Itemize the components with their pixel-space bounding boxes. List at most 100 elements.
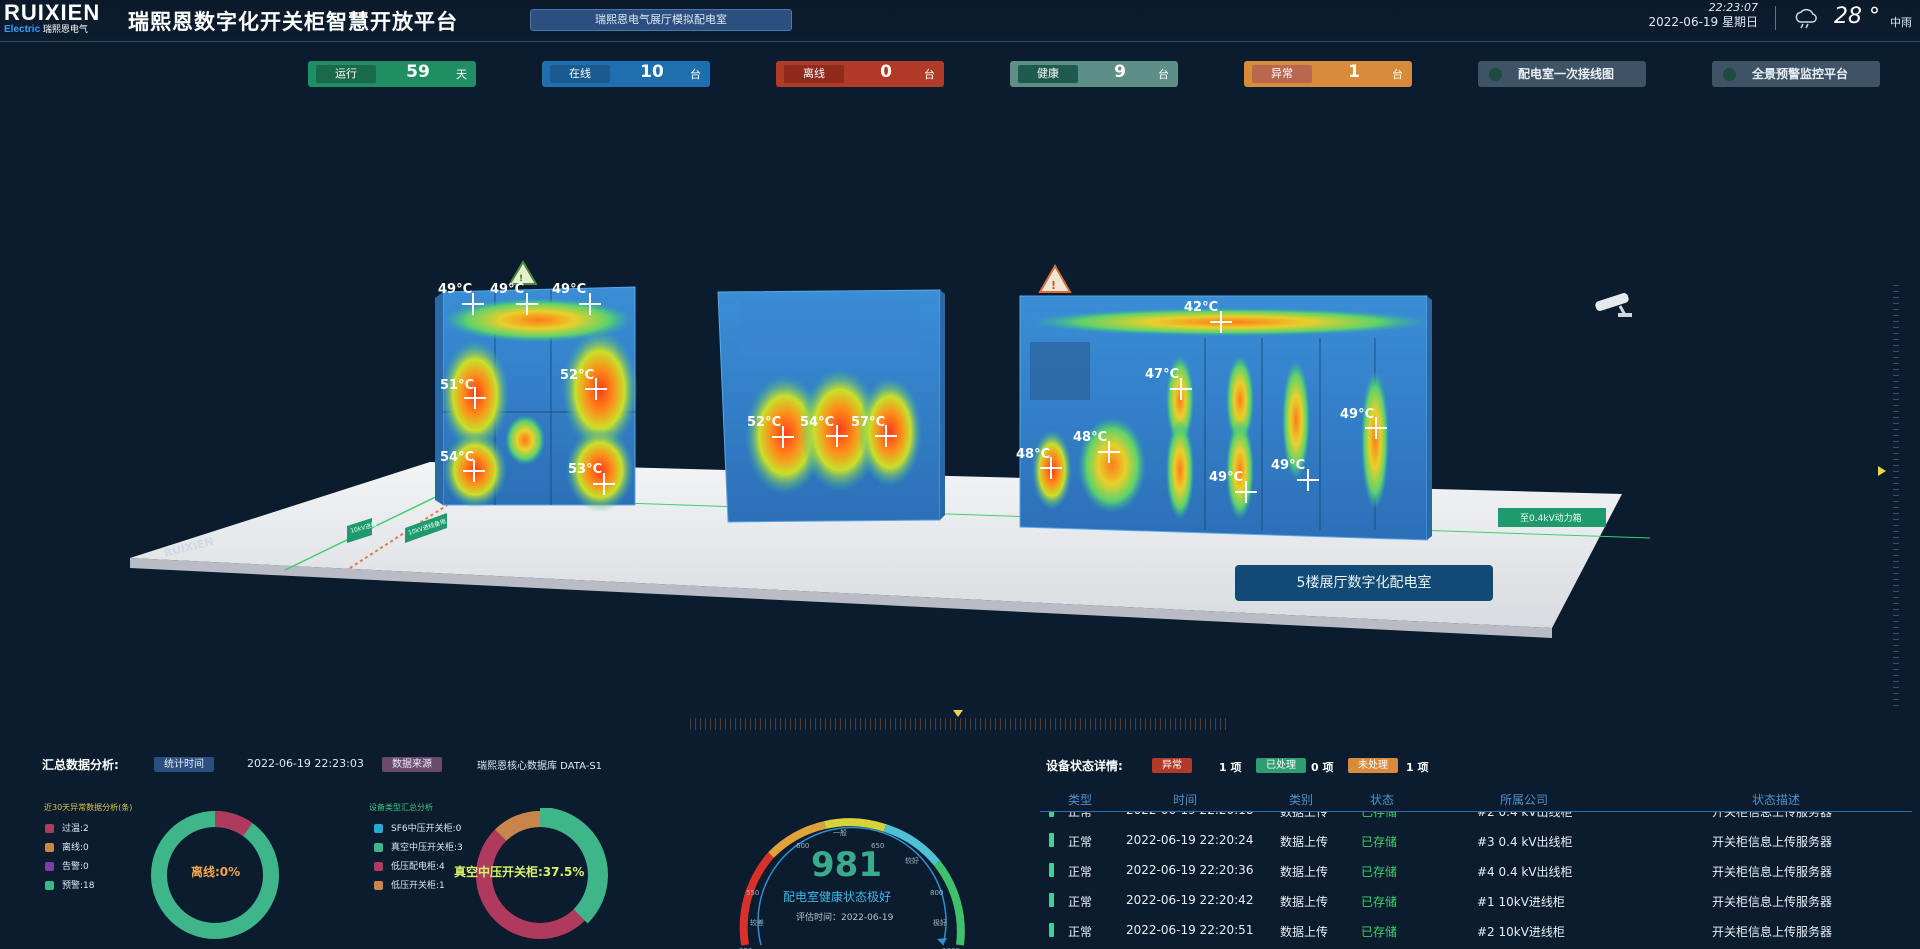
crosshair-marker-icon[interactable] bbox=[1297, 469, 1319, 491]
temperature-reading: 49°C bbox=[1340, 407, 1374, 422]
temperature-reading: 48°C bbox=[1073, 430, 1107, 445]
temperature-reading: 49°C bbox=[1271, 458, 1305, 473]
cell-state: 已存储 bbox=[1361, 835, 1398, 849]
column-header-type: 类型 bbox=[1068, 793, 1093, 807]
crosshair-marker-icon[interactable] bbox=[1040, 457, 1062, 479]
warning-triangle-icon[interactable]: ! bbox=[1038, 263, 1072, 293]
crosshair-marker-icon[interactable] bbox=[516, 293, 538, 315]
temperature-reading: 49°C bbox=[490, 282, 524, 297]
legend-label: 真空中压开关柜:3 bbox=[391, 843, 463, 853]
stat-abnormal: 异常 1 台 bbox=[1244, 61, 1412, 87]
abnormal-legend: 过温:2 离线:0 告警:0 预警:18 bbox=[45, 824, 95, 900]
unhandled-filter-tag[interactable]: 未处理 bbox=[1348, 758, 1398, 773]
table-row[interactable]: 正常 2022-06-19 22:20:51 数据上传 已存储 #2 10kV进线柜 开关… bbox=[1040, 916, 1912, 946]
crosshair-marker-icon[interactable] bbox=[585, 378, 607, 400]
low-voltage-cabinet[interactable] bbox=[1019, 295, 1432, 541]
abnormal-donut-chart[interactable] bbox=[148, 808, 282, 942]
crosshair-marker-icon[interactable] bbox=[579, 293, 601, 315]
stat-label: 异常 bbox=[1252, 65, 1312, 83]
crosshair-marker-icon[interactable] bbox=[826, 425, 848, 447]
logo-sub-cn: 瑞熙恩电气 bbox=[42, 24, 88, 34]
table-row[interactable]: 正常 2022-06-19 22:20:42 数据上传 已存储 #1 10kV进线柜 开关… bbox=[1040, 886, 1912, 916]
vertical-ruler[interactable] bbox=[1893, 285, 1899, 710]
stat-unit: 天 bbox=[456, 68, 467, 81]
column-header-time: 时间 bbox=[1173, 793, 1198, 807]
logo-sub-en: Electric bbox=[4, 24, 41, 35]
legend-item: SF6中压开关柜:0 bbox=[374, 824, 463, 843]
warning-triangle-icon[interactable]: ! bbox=[508, 260, 538, 285]
stat-unit: 台 bbox=[690, 68, 701, 81]
room-label[interactable]: 5楼展厅数字化配电室 bbox=[1235, 565, 1493, 601]
crosshair-marker-icon[interactable] bbox=[463, 460, 485, 482]
svg-text:650: 650 bbox=[871, 842, 884, 850]
top-header: RUIXIEN Electric 瑞熙恩电气 瑞熙恩数字化开关柜智慧开放平台 瑞… bbox=[0, 0, 1920, 42]
health-score-gauge: 350 550 600 650 800 1000 较差 一般 较好 极好 bbox=[739, 818, 965, 949]
crosshair-marker-icon[interactable] bbox=[593, 473, 615, 495]
svg-text:350: 350 bbox=[739, 947, 752, 949]
cell-description: 开关柜信息上传服务器 bbox=[1712, 895, 1833, 909]
clock: 22:23:07 2022-06-19 星期日 bbox=[1648, 2, 1758, 30]
stat-unit: 台 bbox=[924, 68, 935, 81]
stat-unit: 台 bbox=[1158, 68, 1169, 81]
crosshair-marker-icon[interactable] bbox=[1170, 378, 1192, 400]
stat-label: 在线 bbox=[550, 65, 610, 83]
wiring-diagram-button[interactable]: 配电室一次接线图 bbox=[1478, 61, 1646, 87]
crosshair-marker-icon[interactable] bbox=[462, 293, 484, 315]
crosshair-marker-icon[interactable] bbox=[1210, 311, 1232, 333]
abnormal-filter-tag[interactable]: 异常 bbox=[1152, 758, 1192, 773]
stat-health: 健康 9 台 bbox=[1010, 61, 1178, 87]
side-panel-arrow-icon[interactable] bbox=[1878, 466, 1886, 476]
crosshair-marker-icon[interactable] bbox=[875, 425, 897, 447]
panorama-monitor-button[interactable]: 全景预警监控平台 bbox=[1712, 61, 1880, 87]
cell-description: 开关柜信息上传服务器 bbox=[1712, 812, 1833, 819]
cell-state: 已存储 bbox=[1361, 812, 1398, 819]
crosshair-marker-icon[interactable] bbox=[772, 426, 794, 448]
legend-label: 离线:0 bbox=[62, 843, 89, 853]
temperature-reading: 52°C bbox=[560, 368, 594, 383]
donut-segment-overtemp[interactable] bbox=[151, 811, 279, 939]
cell-company: #4 0.4 kV出线柜 bbox=[1477, 865, 1573, 879]
table-row[interactable]: 正常 2022-06-19 22:20:36 数据上传 已存储 #4 0.4 kV出线柜… bbox=[1040, 856, 1912, 886]
svg-text:!: ! bbox=[1051, 279, 1056, 292]
cell-time: 2022-06-19 22:20:51 bbox=[1126, 923, 1254, 937]
legend-label: 低压配电柜:4 bbox=[391, 862, 445, 872]
stat-time-tag: 统计时间 bbox=[154, 757, 214, 772]
crosshair-marker-icon[interactable] bbox=[464, 387, 486, 409]
timeline-scrubber[interactable] bbox=[690, 718, 1230, 730]
cell-company: #2 10kV进线柜 bbox=[1477, 925, 1565, 939]
donut-segment-lv-switch[interactable] bbox=[476, 811, 604, 939]
legend-label: 预警:18 bbox=[62, 881, 95, 891]
cell-time: 2022-06-19 22:20:36 bbox=[1126, 863, 1254, 877]
temperature-markers: 49°C 49°C 49°C 51°C 52°C 54°C 53°C 52°C 54°C 57°C… bbox=[438, 282, 1387, 503]
cctv-camera-icon[interactable] bbox=[1594, 292, 1632, 317]
crosshair-marker-icon[interactable] bbox=[1235, 481, 1257, 503]
svg-text:1000: 1000 bbox=[942, 947, 960, 949]
feeder-label-1: 10kV进线 bbox=[347, 518, 378, 543]
transformer-cabinet[interactable] bbox=[717, 289, 945, 523]
switchgear-cabinet-1[interactable] bbox=[435, 286, 638, 512]
cell-time: 2022-06-19 22:20:24 bbox=[1126, 833, 1254, 847]
cell-category: 数据上传 bbox=[1280, 812, 1329, 819]
table-row[interactable]: 正常 2022-06-19 22:20:18 数据上传 已存储 #2 0.4 kV出线柜… bbox=[1040, 812, 1912, 826]
room-tab[interactable]: 瑞熙恩电气展厅模拟配电室 bbox=[530, 9, 792, 31]
stat-value: 1 bbox=[1348, 62, 1360, 82]
svg-text:600: 600 bbox=[796, 842, 809, 850]
stat-label: 离线 bbox=[784, 65, 844, 83]
timeline-marker-icon[interactable] bbox=[953, 710, 963, 717]
crosshair-marker-icon[interactable] bbox=[1098, 441, 1120, 463]
svg-text:800: 800 bbox=[930, 889, 943, 897]
legend-label: 过温:2 bbox=[62, 824, 89, 834]
type-donut-chart[interactable] bbox=[473, 808, 617, 942]
temperature-reading: 49°C bbox=[552, 282, 586, 297]
handled-filter-tag[interactable]: 已处理 bbox=[1256, 758, 1306, 773]
substation-3d-scene[interactable]: RUIXIEN 10kV进线 10kV进线备用 至0.4kV动力箱 ! bbox=[0, 96, 1920, 736]
cell-type: 正常 bbox=[1068, 865, 1093, 879]
crosshair-marker-icon[interactable] bbox=[1365, 417, 1387, 439]
stat-time-value: 2022-06-19 22:23:03 bbox=[247, 757, 364, 770]
cell-description: 开关柜信息上传服务器 bbox=[1712, 925, 1833, 939]
panorama-monitor-label: 全景预警监控平台 bbox=[1752, 67, 1849, 81]
table-row[interactable]: 正常 2022-06-19 22:20:24 数据上传 已存储 #3 0.4 kV出线柜… bbox=[1040, 826, 1912, 856]
legend-swatch bbox=[374, 843, 383, 852]
data-source-value: 瑞熙恩核心数据库 DATA-S1 bbox=[477, 761, 603, 772]
